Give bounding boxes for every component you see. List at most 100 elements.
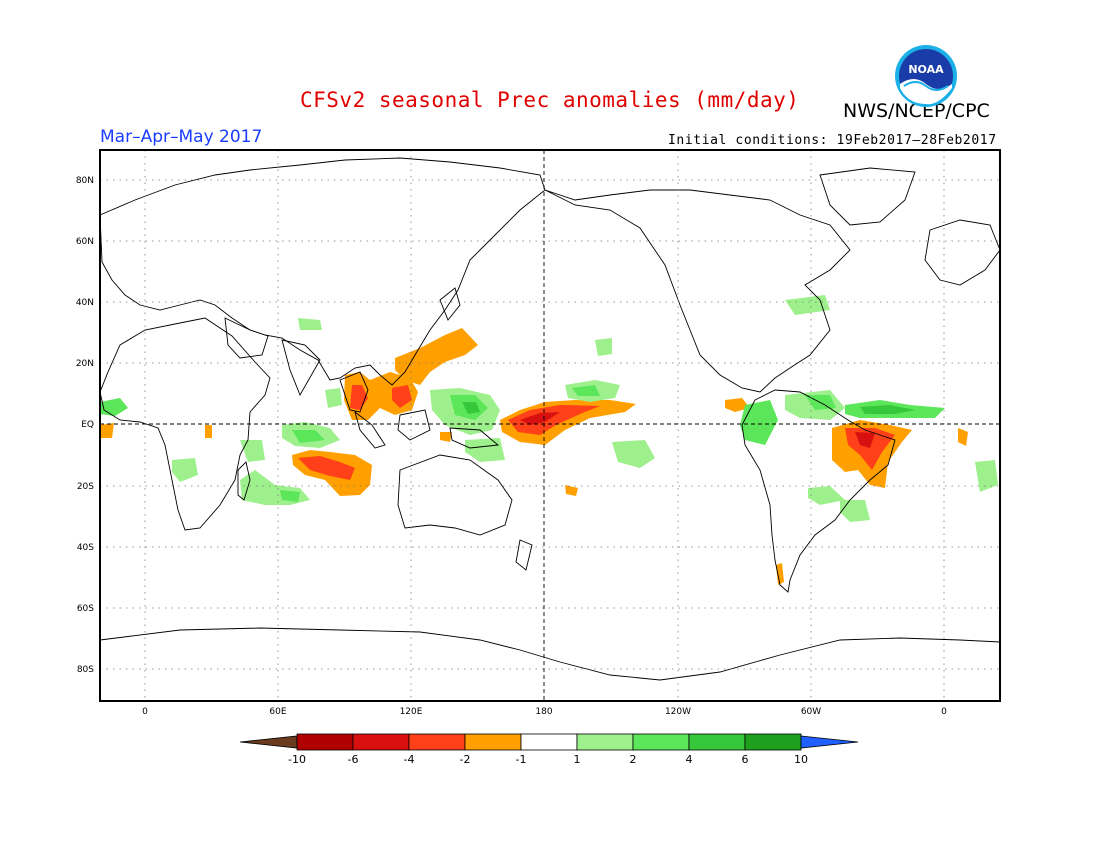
lon-label-60e: 60E bbox=[269, 707, 286, 717]
wet-anomaly-regions bbox=[100, 295, 998, 522]
anomaly-atlantic-itcz-wet-2 bbox=[860, 405, 915, 414]
dry-anomaly-regions bbox=[100, 328, 968, 585]
coast-south-america bbox=[741, 389, 896, 593]
anomaly-east-africa-wet bbox=[240, 440, 265, 462]
colorbar-tick-labels: -10 -6 -4 -2 -1 1 2 4 6 10 bbox=[288, 753, 808, 766]
coast-new-guinea bbox=[449, 427, 500, 449]
lat-label-40s: 40S bbox=[77, 543, 94, 553]
lat-label-80s: 80S bbox=[77, 665, 94, 675]
coast-india bbox=[281, 339, 321, 397]
lat-label-80n: 80N bbox=[76, 176, 94, 186]
reference-lines bbox=[100, 150, 1000, 701]
colorbar-tick-label: -10 bbox=[288, 753, 306, 766]
lon-label-120w: 120W bbox=[665, 707, 691, 717]
coast-australia bbox=[397, 454, 513, 536]
coast-eurasia bbox=[99, 157, 546, 386]
lon-label-0-east: 0 bbox=[941, 707, 947, 717]
coast-indochina bbox=[339, 371, 369, 413]
coast-antarctica bbox=[99, 627, 1001, 681]
agency-label: NWS/NCEP/CPC bbox=[843, 100, 990, 122]
colorbar-swatch-6 bbox=[576, 733, 634, 751]
anomaly-south-pacific-wet bbox=[612, 440, 655, 468]
colorbar-tick-label: 4 bbox=[686, 753, 693, 766]
anomaly-central-pacific-wet-2 bbox=[572, 385, 600, 396]
anomaly-west-pacific-dry bbox=[395, 328, 478, 385]
lat-label-20s: 20S bbox=[77, 482, 94, 492]
coast-greenland bbox=[819, 167, 916, 226]
anomaly-indochina-dry-core bbox=[350, 385, 368, 410]
anomaly-small-dry-2 bbox=[100, 423, 114, 438]
colorbar-tick-label: 6 bbox=[742, 753, 749, 766]
anomaly-small-dry-4 bbox=[776, 563, 784, 585]
colorbar-tick-label: -6 bbox=[348, 753, 359, 766]
colorbar-tick-label: -4 bbox=[404, 753, 415, 766]
anomaly-small-dry-7 bbox=[205, 425, 212, 438]
colorbar-tick-label: -2 bbox=[460, 753, 471, 766]
coast-africa bbox=[99, 317, 271, 531]
coast-madagascar bbox=[237, 461, 251, 501]
coast-new-zealand bbox=[515, 539, 533, 571]
colorbar-swatch-5 bbox=[520, 733, 578, 751]
anomaly-south-africa-wet bbox=[172, 458, 198, 482]
initial-conditions-label: Initial conditions: 19Feb2017–28Feb2017 bbox=[668, 133, 997, 148]
anomaly-small-dry-5 bbox=[565, 485, 578, 496]
anomaly-philippines-dry-core bbox=[392, 385, 412, 408]
coast-north-america bbox=[544, 189, 851, 393]
coast-europe bbox=[924, 219, 1001, 286]
colorbar-swatch-3 bbox=[408, 733, 466, 751]
colorbar-tick-label: 10 bbox=[794, 753, 808, 766]
colorbar-swatch-1 bbox=[296, 733, 354, 751]
colorbar-swatch-2 bbox=[352, 733, 410, 751]
lon-label-180: 180 bbox=[535, 707, 552, 717]
anomaly-nordeste-dry-max bbox=[855, 432, 875, 448]
season-label: Mar–Apr–May 2017 bbox=[100, 127, 263, 147]
anomaly-new-guinea-wet bbox=[465, 438, 505, 462]
anomaly-small-dry-6 bbox=[440, 432, 452, 442]
anomaly-indian-ocean-dry-core bbox=[298, 456, 355, 480]
anomaly-india-wet bbox=[325, 388, 342, 408]
coast-borneo bbox=[397, 409, 431, 441]
colorbar-tick-label: 2 bbox=[630, 753, 637, 766]
anomaly-equatorial-pacific-dry-core bbox=[508, 405, 600, 435]
anomaly-nw-pacific-wet bbox=[595, 338, 612, 356]
colorbar-swatch-4 bbox=[464, 733, 522, 751]
anomaly-north-atlantic-wet bbox=[785, 295, 830, 315]
coast-sumatra bbox=[354, 410, 386, 449]
colorbar-wet-arrow bbox=[800, 735, 859, 749]
map-title: CFSv2 seasonal Prec anomalies (mm/day) bbox=[300, 88, 800, 112]
lat-label-40n: 40N bbox=[76, 298, 94, 308]
anomaly-small-dry-1 bbox=[725, 398, 750, 412]
anomaly-small-dry-3 bbox=[958, 428, 968, 446]
colorbar-tick-label: 1 bbox=[574, 753, 581, 766]
anomaly-indochina-dry bbox=[344, 372, 418, 420]
anomaly-madagascar-wet-2 bbox=[280, 490, 300, 502]
anomaly-south-atlantic-wet bbox=[840, 500, 870, 522]
colorbar-swatch-8 bbox=[688, 733, 746, 751]
noaa-logo: NOAA bbox=[895, 45, 957, 107]
anomaly-maritime-continent-wet-3 bbox=[462, 402, 480, 414]
lat-label-60n: 60N bbox=[76, 237, 94, 247]
anomaly-arabian-sea-wet bbox=[298, 318, 322, 330]
map-frame bbox=[99, 149, 1001, 702]
colorbar-swatch-7 bbox=[632, 733, 690, 751]
coast-japan bbox=[439, 287, 461, 321]
coast-arabia bbox=[224, 317, 269, 359]
logo-text: NOAA bbox=[908, 63, 944, 76]
colorbar-dry-arrow bbox=[239, 735, 298, 749]
coastlines bbox=[99, 157, 1001, 681]
anomaly-indian-ocean-wet-2 bbox=[292, 430, 325, 443]
lon-label-0-west: 0 bbox=[142, 707, 148, 717]
lon-label-120e: 120E bbox=[400, 707, 423, 717]
lat-label-60s: 60S bbox=[77, 604, 94, 614]
latitude-labels: 80N 60N 40N 20N EQ 20S 40S 60S 80S bbox=[76, 176, 94, 675]
lon-label-60w: 60W bbox=[801, 707, 821, 717]
lat-label-eq: EQ bbox=[81, 420, 94, 430]
colorbar-tick-label: -1 bbox=[516, 753, 527, 766]
anomaly-brazil-south-wet bbox=[808, 486, 845, 505]
colorbar-swatch-9 bbox=[744, 733, 802, 751]
longitude-labels: 0 60E 120E 180 120W 60W 0 bbox=[142, 707, 947, 717]
lat-label-20n: 20N bbox=[76, 359, 94, 369]
graticule bbox=[100, 150, 1000, 701]
